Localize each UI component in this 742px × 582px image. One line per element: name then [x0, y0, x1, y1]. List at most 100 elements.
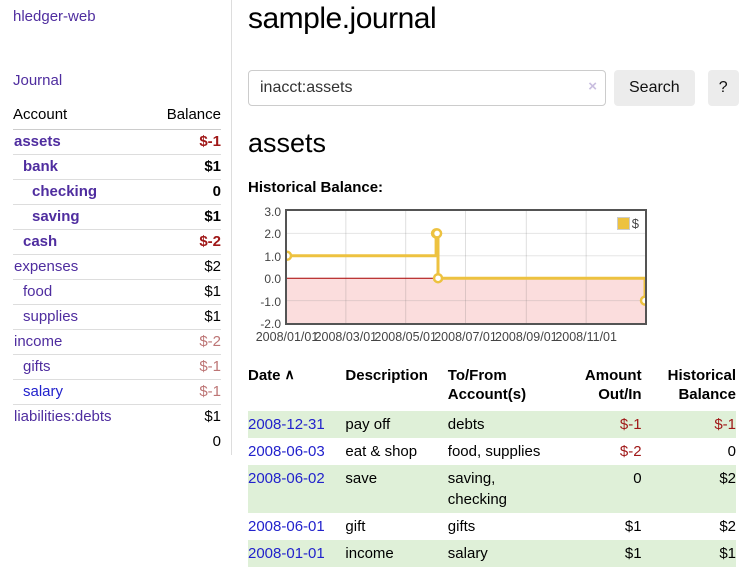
transaction-amount: 0	[633, 470, 642, 487]
historical-balance-chart: $ 3.0 2.0 1.0 0.0 -1.0 -2.0 2008/01/01 2008/03/…	[256, 205, 647, 344]
transaction-amount: $-2	[619, 443, 642, 460]
account-link[interactable]: saving	[32, 208, 80, 225]
register-col-balance: Historical Balance	[667, 367, 736, 403]
account-row: supplies $1	[13, 304, 221, 330]
transaction-description: gift	[345, 518, 366, 535]
account-link[interactable]: checking	[32, 183, 98, 200]
account-link[interactable]: cash	[23, 233, 58, 250]
account-balance: $1	[147, 304, 221, 330]
y-axis-tick-label: 3.0	[264, 205, 281, 219]
register-table: Date ∧ Description To/From Account(s) Amo…	[248, 364, 736, 567]
account-row: gifts $-1	[13, 354, 221, 380]
x-axis-tick-label: 2008/07/01	[434, 330, 497, 344]
account-link[interactable]: income	[14, 333, 63, 350]
account-row: bank $1	[13, 154, 221, 180]
account-row: checking 0	[13, 179, 221, 205]
legend-swatch-icon	[616, 217, 630, 230]
transaction-date-link[interactable]: 2008-01-01	[248, 545, 325, 562]
account-row: assets $-1	[13, 130, 221, 155]
transaction-date-link[interactable]: 2008-06-01	[248, 518, 325, 535]
y-axis-tick-label: 0.0	[264, 272, 281, 287]
x-axis-tick-label: 2008/01/01	[255, 330, 319, 344]
chart-title: Historical Balance:	[248, 179, 384, 196]
transaction-row: 2008-06-01 gift gifts $1 $2	[248, 513, 736, 540]
x-axis-tick-label: 2008/11/01	[555, 330, 617, 344]
x-axis-tick-label: 2008/03/01	[314, 330, 378, 344]
account-link[interactable]: liabilities:debts	[14, 408, 112, 425]
account-row: expenses $2	[13, 254, 221, 280]
account-heading: assets	[248, 128, 327, 158]
account-balance: $-2	[147, 229, 221, 255]
accounts-total-row: 0	[13, 429, 221, 455]
transaction-balance: $2	[719, 518, 736, 535]
chart-plot-svg	[287, 211, 645, 323]
chart-plot-area: $ 3.0 2.0 1.0 0.0 -1.0 -2.0 2008/01/01 2008/03/…	[256, 205, 647, 344]
register-header-row: Date ∧ Description To/From Account(s) Amo…	[248, 364, 736, 411]
account-link[interactable]: assets	[14, 133, 61, 150]
page-title: sample.journal	[248, 2, 437, 35]
search-input[interactable]	[248, 70, 606, 106]
transaction-amount: $1	[624, 518, 642, 535]
y-axis-tick-label: -2.0	[260, 317, 281, 331]
accounts-table: Account Balance assets $-1 bank $1 checking 0…	[13, 103, 221, 455]
register-col-amount: Amount Out/In	[584, 367, 642, 403]
y-axis-tick-label: -1.0	[260, 294, 281, 309]
sidebar: hledger-web Journal Account Balance asse…	[0, 0, 232, 455]
sort-ascending-icon: ∧	[284, 366, 295, 382]
accounts-total-spacer	[13, 429, 147, 455]
transaction-accounts: salary	[447, 545, 488, 562]
account-row: food $1	[13, 279, 221, 305]
transaction-amount: $-1	[619, 416, 642, 433]
account-link[interactable]: expenses	[14, 258, 79, 275]
accounts-table-header-row: Account Balance	[13, 103, 221, 130]
transaction-row: 2008-01-01 income salary $1 $1	[248, 540, 736, 567]
chart-legend: $	[614, 215, 641, 232]
transaction-date-link[interactable]: 2008-12-31	[248, 416, 325, 433]
account-link[interactable]: food	[23, 283, 53, 300]
account-balance: $-1	[199, 133, 221, 150]
search-button[interactable]: Search	[614, 70, 695, 106]
app-brand-link[interactable]: hledger-web	[13, 8, 96, 25]
register-col-description: Description	[345, 367, 428, 384]
transaction-accounts: food, supplies	[447, 443, 541, 460]
transaction-balance: 0	[727, 443, 736, 460]
transaction-description: save	[345, 470, 378, 487]
account-link[interactable]: bank	[23, 158, 59, 175]
accounts-table-body: assets $-1 bank $1 checking 0 saving $1 cash $-2 e…	[13, 130, 221, 429]
account-balance: $1	[147, 279, 221, 305]
transaction-date-link[interactable]: 2008-06-02	[248, 470, 325, 487]
search-box: ×	[248, 70, 606, 106]
account-link[interactable]: supplies	[23, 308, 79, 325]
account-balance: $-1	[147, 354, 221, 380]
help-button[interactable]: ?	[707, 70, 739, 106]
accounts-total-value: 0	[212, 433, 221, 450]
account-link[interactable]: salary	[23, 383, 64, 400]
y-axis-tick-label: 2.0	[264, 227, 281, 242]
account-balance: $2	[147, 254, 221, 280]
transaction-balance: $1	[719, 545, 736, 562]
account-link[interactable]: gifts	[23, 358, 51, 375]
clear-search-icon[interactable]: ×	[588, 78, 597, 95]
transaction-row: 2008-12-31 pay off debts $-1 $-1	[248, 411, 736, 438]
transaction-accounts: debts	[447, 416, 485, 433]
account-balance: $-2	[147, 329, 221, 355]
accounts-col-balance: Balance	[147, 103, 221, 130]
register-col-accounts: To/From Account(s)	[447, 367, 527, 403]
register-col-date[interactable]: Date ∧	[248, 366, 295, 384]
account-row: liabilities:debts $1	[13, 404, 221, 429]
transaction-description: income	[345, 545, 394, 562]
transaction-date-link[interactable]: 2008-06-03	[248, 443, 325, 460]
sidebar-item-journal[interactable]: Journal	[13, 72, 63, 89]
account-balance: 0	[147, 179, 221, 205]
transaction-accounts: saving, checking	[447, 470, 507, 508]
transaction-row: 2008-06-02 save saving, checking 0 $2	[248, 465, 736, 513]
x-axis-tick-label: 2008/09/01	[495, 330, 558, 344]
transaction-description: pay off	[345, 416, 391, 433]
transaction-accounts: gifts	[447, 518, 476, 535]
account-balance: $1	[147, 404, 221, 429]
x-axis-tick-label: 2008/05/01	[374, 330, 437, 344]
main-content: sample.journal × Search ? assets Histori…	[248, 0, 739, 567]
account-row: income $-2	[13, 329, 221, 355]
accounts-col-account: Account	[13, 103, 148, 130]
transaction-balance: $-1	[714, 416, 736, 433]
